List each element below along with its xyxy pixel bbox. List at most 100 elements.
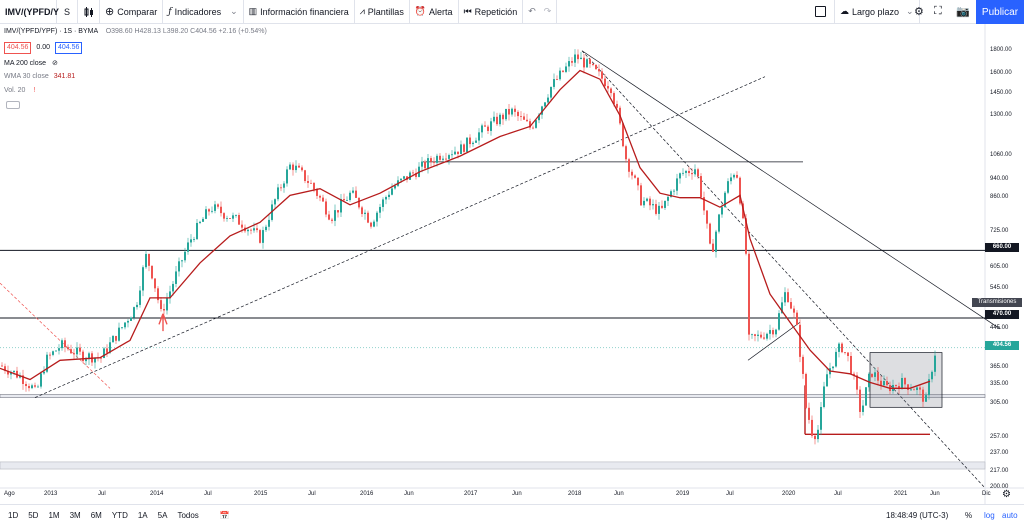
range-button-5d[interactable]: 5D [28, 510, 39, 520]
candle-up [550, 86, 552, 98]
candle-up [85, 359, 87, 362]
interval-button[interactable]: S [57, 0, 78, 24]
candle-down [649, 198, 651, 206]
candle-down [811, 419, 813, 436]
range-button-todos[interactable]: Todos [177, 510, 199, 520]
candle-up [544, 102, 546, 107]
candle-down [625, 146, 627, 160]
axis-settings-gear-icon[interactable]: ⚙ [1002, 489, 1011, 500]
candle-down [637, 177, 639, 186]
indicators-button[interactable]: ƒ Indicadores ⌄ [163, 0, 244, 24]
candle-down [607, 86, 609, 89]
candle-down [328, 214, 330, 220]
symbol-search-button[interactable]: IMV/(YPFD/Y [0, 0, 59, 24]
range-button-1a[interactable]: 1A [137, 510, 148, 520]
candle-up [46, 354, 48, 372]
range-button-5a[interactable]: 5A [157, 510, 168, 520]
collapse-legend-button[interactable] [6, 101, 20, 109]
date-range-calendar-icon[interactable]: 📅 [219, 510, 230, 520]
candle-down [634, 175, 636, 178]
candle-down [709, 223, 711, 244]
fullscreen-square-icon[interactable] [815, 6, 826, 17]
redo-icon[interactable]: ↷ [543, 6, 552, 16]
range-button-1m[interactable]: 1M [48, 510, 60, 520]
candle-up [289, 164, 291, 170]
candle-up [565, 66, 567, 72]
candle-down [739, 177, 741, 204]
settings-gear-icon[interactable]: ⚙ [914, 6, 924, 18]
range-button-1d[interactable]: 1D [8, 510, 19, 520]
time-tick-label: 2017 [464, 491, 478, 497]
eye-hidden-icon[interactable]: ⊘ [51, 60, 58, 67]
candle-down [661, 205, 663, 208]
candle-down [361, 207, 363, 215]
candle-down [595, 64, 597, 70]
candle-down [22, 375, 24, 384]
templates-button[interactable]: ⩘ Plantillas [355, 0, 410, 24]
candle-up [421, 161, 423, 167]
last-price-tag: 404.56 [985, 341, 1019, 350]
candle-up [211, 210, 213, 212]
candle-up [226, 218, 228, 219]
ma200-label: MA 200 close [4, 60, 47, 67]
layout-button[interactable]: ☁ Largo plazo ⌄ [834, 0, 920, 24]
candle-down [316, 189, 318, 196]
candle-up [820, 406, 822, 430]
compare-button[interactable]: ⊕ Comparar [100, 0, 164, 24]
percent-toggle[interactable]: % [965, 511, 973, 520]
candle-up [718, 214, 720, 232]
candle-up [664, 200, 666, 208]
candle-down [343, 198, 345, 201]
candle-down [151, 265, 153, 279]
ask-button[interactable]: 404.56 [54, 42, 83, 54]
candle-up [466, 137, 468, 152]
candle-up [379, 206, 381, 213]
auto-toggle[interactable]: auto [1002, 511, 1018, 520]
candle-down [853, 373, 855, 376]
candle-down [520, 116, 522, 117]
time-tick-label: 2018 [568, 491, 582, 497]
financials-button[interactable]: ▥ Información financiera [244, 0, 355, 24]
candle-down [28, 386, 30, 389]
bid-button[interactable]: 404.56 [4, 42, 32, 54]
candle-down [640, 185, 642, 206]
volume-legend[interactable]: Vol. 20 ! [4, 87, 35, 94]
candle-down [802, 356, 804, 374]
candle-up [136, 304, 138, 308]
candle-up [268, 219, 270, 227]
candle-down [331, 219, 333, 221]
candle-down [82, 351, 84, 362]
arrow-up-marker [158, 313, 168, 332]
candle-up [262, 230, 264, 243]
camera-icon[interactable]: 📷 [956, 6, 970, 18]
chart-type-button[interactable] [78, 0, 100, 24]
candle-down [157, 288, 159, 301]
undo-icon[interactable]: ↶ [528, 6, 536, 16]
candle-up [580, 57, 582, 60]
alert-button[interactable]: ⏰ Alerta [410, 0, 459, 24]
fullscreen-icon[interactable]: ⛶ [934, 5, 942, 17]
ma200-legend[interactable]: MA 200 close ⊘ [4, 59, 58, 67]
candle-down [304, 170, 306, 182]
warning-icon[interactable]: ! [33, 87, 36, 94]
publish-button[interactable]: Publicar [976, 0, 1024, 24]
wma30-value: 341.81 [53, 73, 76, 80]
candle-down [877, 372, 879, 381]
candle-up [559, 70, 561, 80]
candle-up [586, 59, 588, 68]
replay-button[interactable]: ⏮ Repetición [459, 0, 524, 24]
candle-down [1, 365, 3, 367]
range-button-3m[interactable]: 3M [69, 510, 81, 520]
candle-down [754, 334, 756, 336]
range-button-6m[interactable]: 6M [90, 510, 102, 520]
clock-timezone[interactable]: 18:48:49 (UTC-3) [886, 511, 949, 520]
range-button-ytd[interactable]: YTD [111, 510, 128, 520]
log-toggle[interactable]: log [984, 511, 995, 520]
candle-down [598, 69, 600, 72]
interval-label: S [63, 6, 70, 17]
time-tick-label: 2014 [150, 491, 164, 497]
candle-up [382, 199, 384, 207]
wma30-legend[interactable]: WMA 30 close 341.81 [4, 73, 75, 80]
